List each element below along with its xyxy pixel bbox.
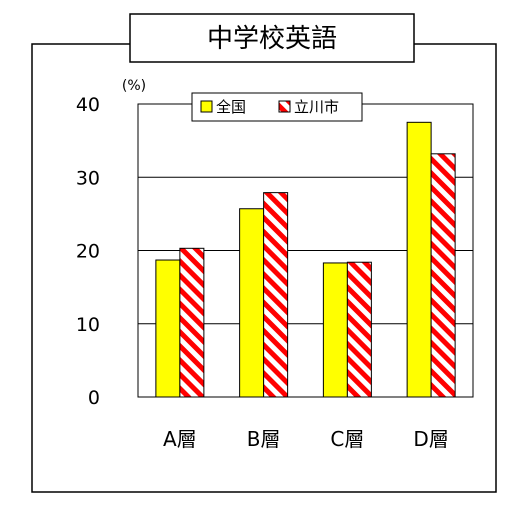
legend-label-national: 全国 <box>216 98 246 116</box>
legend-label-tachikawa: 立川市 <box>294 98 339 116</box>
legend-swatch-tachikawa <box>278 100 291 113</box>
y-tick-label: 20 <box>76 241 100 263</box>
x-tick-label: A層 <box>163 427 197 451</box>
bar-national-1 <box>239 208 265 398</box>
x-tick-label: C層 <box>330 427 364 451</box>
y-tick-label: 10 <box>76 314 100 336</box>
bar-tachikawa-1 <box>263 192 289 398</box>
bar-tachikawa-0 <box>179 247 205 398</box>
y-unit-label: (%) <box>122 78 146 94</box>
chart-title: 中学校英語 <box>207 24 337 54</box>
bar-national-0 <box>155 259 181 398</box>
y-axis-ticks: 0 10 20 30 40 <box>76 94 100 409</box>
x-tick-label: B層 <box>247 427 281 451</box>
y-tick-label: 40 <box>76 94 100 116</box>
legend-swatch-national <box>200 100 213 113</box>
y-tick-label: 0 <box>88 387 100 409</box>
x-tick-label: D層 <box>413 427 448 451</box>
bar-national-2 <box>322 262 348 398</box>
title-box <box>129 13 415 63</box>
bar-tachikawa-3 <box>430 153 456 398</box>
legend: 全国 立川市 <box>191 92 363 122</box>
bar-national-3 <box>406 121 432 398</box>
x-axis-labels: A層 B層 C層 D層 <box>163 427 449 451</box>
bars <box>155 121 456 398</box>
legend-box <box>191 92 363 122</box>
y-tick-label: 30 <box>76 167 100 189</box>
bar-tachikawa-2 <box>346 261 372 398</box>
